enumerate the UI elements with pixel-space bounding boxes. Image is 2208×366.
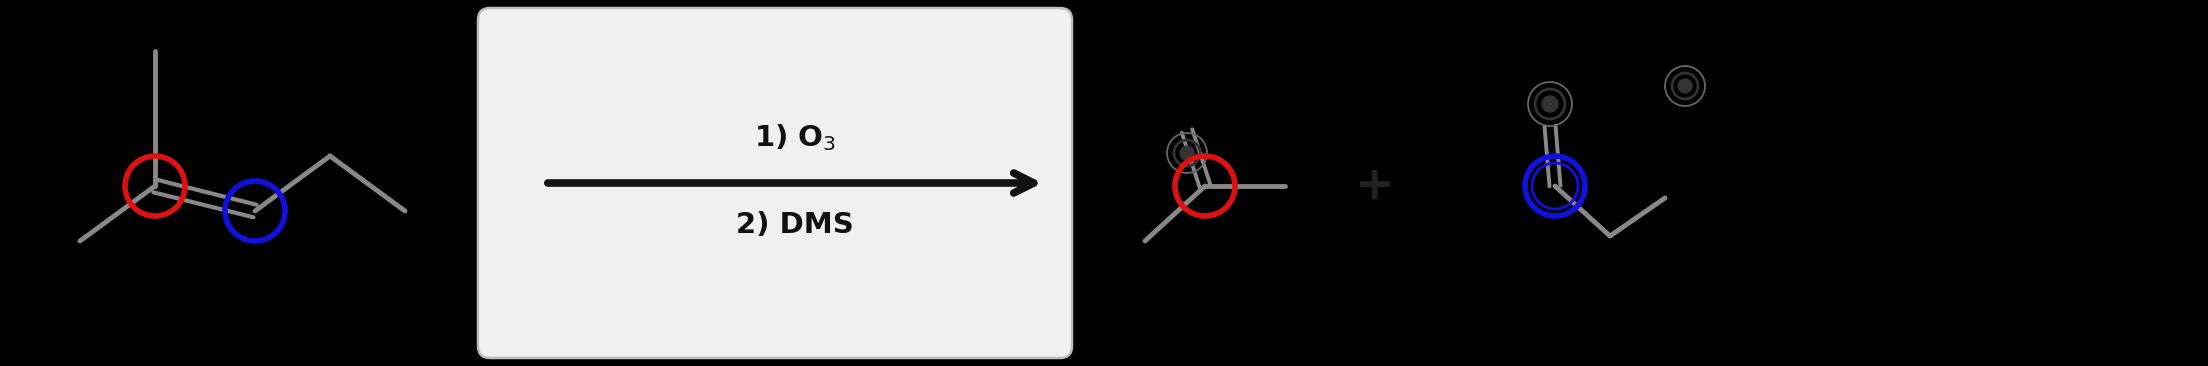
Text: 2) DMS: 2) DMS: [735, 211, 854, 239]
FancyBboxPatch shape: [477, 8, 1073, 358]
Text: +: +: [1356, 164, 1395, 209]
Ellipse shape: [1179, 146, 1195, 160]
Text: 1) O$_3$: 1) O$_3$: [753, 122, 837, 153]
Ellipse shape: [1678, 79, 1691, 93]
FancyArrowPatch shape: [548, 173, 1033, 193]
Ellipse shape: [1541, 96, 1559, 112]
